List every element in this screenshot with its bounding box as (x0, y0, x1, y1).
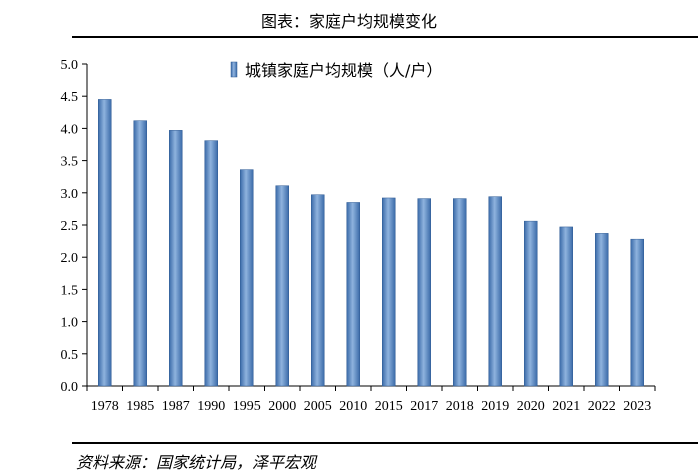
x-tick-label: 2020 (517, 399, 545, 414)
bar (240, 169, 254, 387)
x-tick-label: 2010 (339, 399, 367, 414)
y-axis: 0.0 0.5 1.0 1.5 2.0 2.5 3.0 3.5 4.0 4.5 5.0 (61, 58, 88, 395)
bar (98, 99, 112, 387)
y-tick-label: 1.0 (61, 316, 79, 331)
legend-swatch (230, 61, 238, 78)
legend: 城镇家庭户均规模（人/户） (230, 61, 442, 80)
bars (98, 99, 644, 387)
bar (311, 194, 325, 387)
bar (417, 198, 431, 387)
bar (382, 197, 396, 387)
bar (346, 202, 360, 387)
bar (595, 233, 609, 387)
bar (559, 226, 573, 387)
y-tick-label: 3.5 (61, 155, 79, 170)
x-tick-label: 1985 (126, 399, 154, 414)
y-tick-label: 0.0 (61, 380, 79, 395)
x-tick-label: 2018 (446, 399, 474, 414)
x-tick-label: 2021 (552, 399, 580, 414)
x-tick-label: 2023 (623, 399, 651, 414)
figure-title: 图表：家庭户均规模变化 (260, 12, 437, 31)
y-tick-label: 4.0 (61, 122, 79, 137)
x-tick-label: 2015 (375, 399, 403, 414)
y-tick-label: 2.5 (61, 219, 79, 234)
top-rule (72, 36, 698, 38)
x-tick-label: 2000 (268, 399, 296, 414)
bar (169, 130, 183, 387)
y-tick-label: 5.0 (61, 58, 79, 73)
x-tick-label: 1978 (91, 399, 119, 414)
bar (275, 185, 289, 387)
x-tick-label: 1987 (162, 399, 190, 414)
x-tick-label: 1990 (197, 399, 225, 414)
bar (204, 140, 218, 387)
y-tick-label: 4.5 (61, 90, 79, 105)
legend-label: 城镇家庭户均规模（人/户） (245, 61, 442, 80)
bar (488, 196, 502, 387)
x-tick-label: 2005 (304, 399, 332, 414)
y-tick-label: 3.0 (61, 187, 79, 202)
y-tick-label: 2.0 (61, 251, 79, 266)
x-tick-label: 2019 (481, 399, 509, 414)
bar (630, 238, 644, 387)
bar (453, 198, 467, 387)
bar (524, 220, 538, 387)
x-axis: 1978 1985 1987 1990 1995 2000 2005 2010 2015 2017… (86, 385, 656, 414)
bottom-rule (72, 442, 698, 444)
y-tick-label: 1.5 (61, 283, 79, 298)
x-tick-label: 2022 (588, 399, 616, 414)
x-tick-label: 2017 (410, 399, 438, 414)
x-tick-label: 1995 (233, 399, 261, 414)
source-note: 资料来源：国家统计局，泽平宏观 (76, 453, 317, 472)
y-tick-label: 0.5 (61, 348, 79, 363)
bar (133, 120, 147, 387)
